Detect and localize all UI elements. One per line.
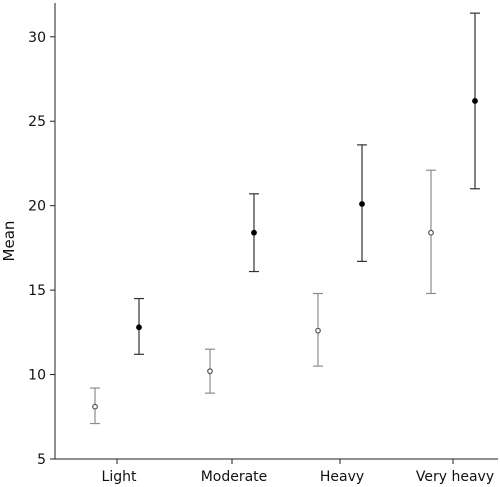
x-tick-label: Light: [102, 469, 137, 485]
mean-point: [315, 327, 321, 334]
series-1: [90, 169, 436, 425]
mean-point: [136, 324, 142, 331]
y-tick-label: 5: [37, 452, 46, 468]
mean-point: [359, 201, 365, 207]
x-tick-label: Heavy: [320, 469, 364, 485]
y-tick-label: 30: [28, 30, 46, 46]
y-tick-label: 25: [28, 114, 46, 130]
x-ticks: Light Moderate Heavy Very heavy: [102, 459, 494, 485]
marks: [90, 12, 480, 425]
series-2: [134, 12, 480, 355]
mean-point: [251, 229, 257, 236]
x-tick-label: Very heavy: [416, 469, 494, 485]
x-tick-label: Moderate: [201, 469, 268, 485]
mean-point: [92, 403, 98, 410]
y-axis-label: Mean: [0, 221, 18, 262]
mean-point: [428, 229, 434, 236]
mean-point: [472, 98, 478, 104]
y-tick-label: 10: [28, 368, 46, 384]
y-tick-label: 20: [28, 199, 46, 215]
axes: [54, 3, 498, 460]
mean-point: [207, 368, 213, 375]
y-ticks: 5 10 15 20 25 30: [28, 30, 55, 468]
y-tick-label: 15: [28, 283, 46, 299]
